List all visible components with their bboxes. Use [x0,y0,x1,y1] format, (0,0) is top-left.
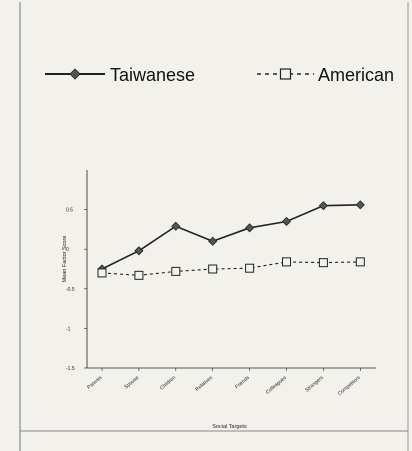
series-layer [97,200,365,280]
data-point-american [208,264,218,274]
data-point-taiwanese [208,236,218,246]
series-american [97,257,365,280]
legend-label-taiwanese: Taiwanese [110,65,195,85]
series-line-american [101,261,361,276]
x-tick-label-strangers: Strangers [304,375,325,394]
y-tick-label: -1.5 [66,366,75,372]
data-point-american [134,270,144,280]
x-tick-label-parents: Parents [86,375,103,391]
axes [84,170,376,371]
y-tick-label: 0 [66,247,69,253]
data-point-taiwanese [318,201,328,211]
y-tick-label: -0.5 [66,287,75,293]
legend-label-american: American [318,65,394,85]
data-point-taiwanese [281,216,292,227]
y-tick-label: -1 [66,326,71,332]
data-point-american [318,258,328,268]
data-point-american [355,257,365,267]
x-tick-label-competitors: Competitors [337,375,362,397]
x-tick-label-colleagues: Colleagues [265,375,288,396]
x-axis-title: Social Targets [212,424,247,430]
data-point-american [282,257,291,267]
data-point-taiwanese [171,221,181,231]
x-tick-label-friends: Friends [234,375,251,391]
legend-marker-taiwanese [69,68,81,80]
data-point-american [171,266,181,276]
legend: Taiwanese American [45,65,394,85]
x-tick-label-children: Children [159,375,177,392]
legend-item-american: American [257,65,394,85]
data-point-taiwanese [134,246,144,256]
legend-item-taiwanese: Taiwanese [45,65,195,85]
data-point-american [245,263,255,273]
x-tick-label-relatives: Relatives [194,375,214,393]
data-point-taiwanese [245,223,255,233]
data-point-taiwanese [355,200,365,210]
x-tick-label-spouse: Spouse [123,375,140,391]
series-line-taiwanese [101,204,361,270]
tick-labels: 0.5 0 -0.5 -1 -1.5 Parents Spouse Children Relat… [66,208,362,397]
y-tick-label: 0.5 [66,208,73,214]
data-point-american [97,268,107,278]
y-axis-title: Mean Factor Score [62,236,68,283]
series-taiwanese [97,200,365,274]
legend-marker-american [279,68,292,80]
